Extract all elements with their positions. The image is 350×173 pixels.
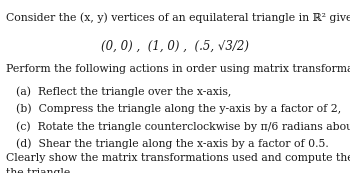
Text: (a)  Reflect the triangle over the x-axis,: (a) Reflect the triangle over the x-axis…	[16, 86, 231, 97]
Text: (b)  Compress the triangle along the y-axis by a factor of 2,: (b) Compress the triangle along the y-ax…	[16, 104, 341, 114]
Text: the triangle.: the triangle.	[6, 168, 74, 173]
Text: Perform the following actions in order using matrix transformations:: Perform the following actions in order u…	[6, 64, 350, 74]
Text: (0, 0) ,  (1, 0) ,  (.5, √3/2): (0, 0) , (1, 0) , (.5, √3/2)	[101, 40, 249, 53]
Text: (d)  Shear the triangle along the x-axis by a factor of 0.5.: (d) Shear the triangle along the x-axis …	[16, 138, 329, 149]
Text: Consider the (x, y) vertices of an equilateral triangle in ℝ² given by,: Consider the (x, y) vertices of an equil…	[6, 12, 350, 23]
Text: (c)  Rotate the triangle counterclockwise by π/6 radians about the origin, and: (c) Rotate the triangle counterclockwise…	[16, 121, 350, 132]
Text: Clearly show the matrix transformations used and compute the final set of vertic: Clearly show the matrix transformations …	[6, 153, 350, 163]
